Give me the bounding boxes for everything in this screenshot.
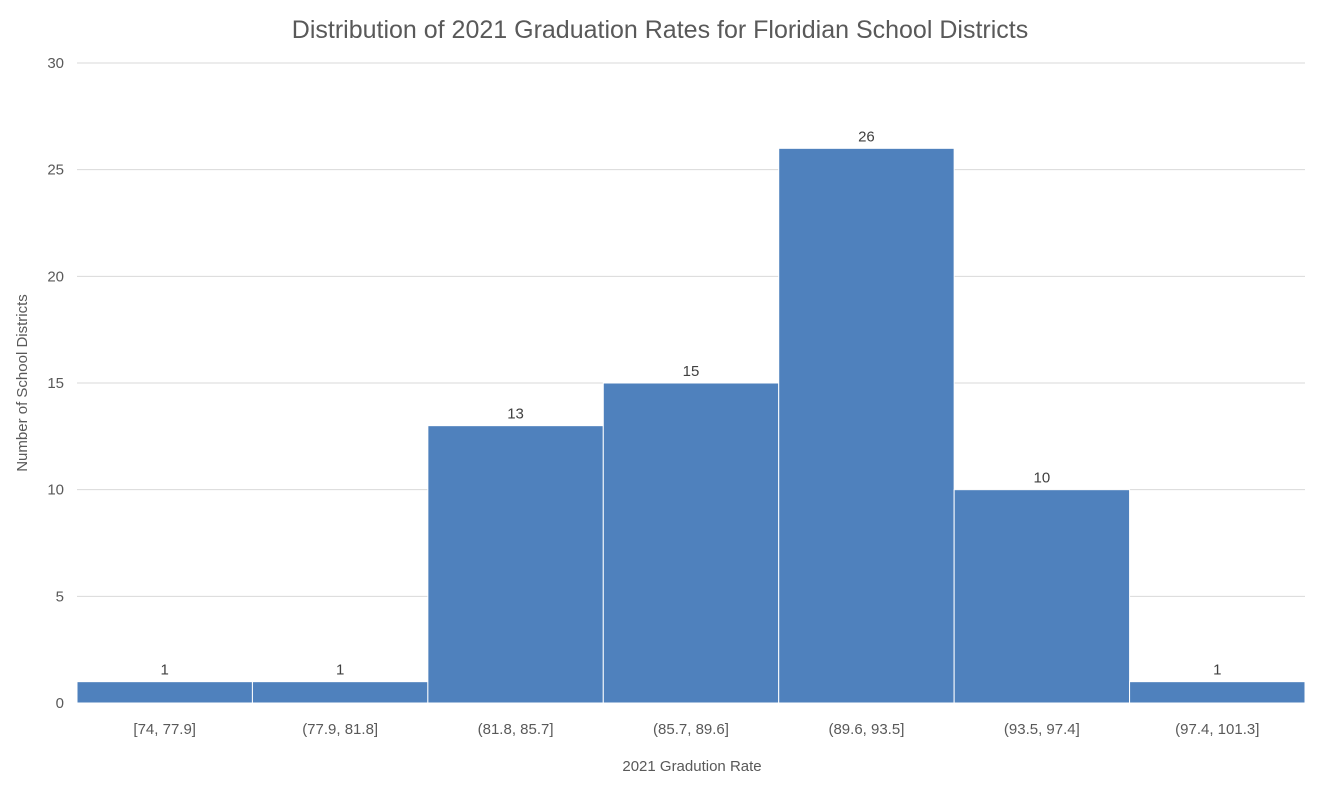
data-label: 13	[507, 406, 524, 423]
data-label: 1	[336, 662, 344, 679]
y-tick-label: 15	[47, 375, 64, 392]
data-label: 10	[1034, 470, 1051, 487]
bar-4	[778, 147, 955, 704]
x-tick-label: (85.7, 89.6]	[653, 721, 729, 738]
chart-title: Distribution of 2021 Graduation Rates fo…	[292, 16, 1028, 44]
x-axis-label: 2021 Gradution Rate	[622, 758, 761, 775]
x-tick-label: (97.4, 101.3]	[1175, 721, 1259, 738]
x-tick-label: (89.6, 93.5]	[828, 721, 904, 738]
y-tick-label: 25	[47, 162, 64, 179]
data-label: 15	[683, 363, 700, 380]
y-tick-label: 30	[47, 55, 64, 72]
bar-1	[251, 681, 429, 704]
bar-0	[76, 681, 253, 704]
x-tick-label: (81.8, 85.7]	[478, 721, 554, 738]
data-label: 1	[161, 662, 169, 679]
y-tick-label: 20	[47, 268, 64, 285]
data-label: 1	[1213, 662, 1221, 679]
bars	[76, 147, 1306, 704]
bar-3	[602, 382, 780, 704]
x-axis-ticks: [74, 77.9] (77.9, 81.8] (81.8, 85.7] (85.7,…	[133, 721, 1259, 738]
y-tick-label: 10	[47, 482, 64, 499]
bar-6	[1129, 681, 1306, 704]
x-tick-label: [74, 77.9]	[133, 721, 196, 738]
y-tick-label: 0	[56, 695, 64, 712]
bar-2	[427, 425, 604, 704]
x-tick-label: (77.9, 81.8]	[302, 721, 378, 738]
data-label: 26	[858, 128, 875, 145]
x-tick-label: (93.5, 97.4]	[1004, 721, 1080, 738]
y-axis-label: Number of School Districts	[14, 294, 31, 472]
y-axis-ticks: 0 5 10 15 20 25 30	[47, 55, 64, 712]
y-tick-label: 5	[56, 588, 64, 605]
bar-5	[953, 489, 1131, 704]
